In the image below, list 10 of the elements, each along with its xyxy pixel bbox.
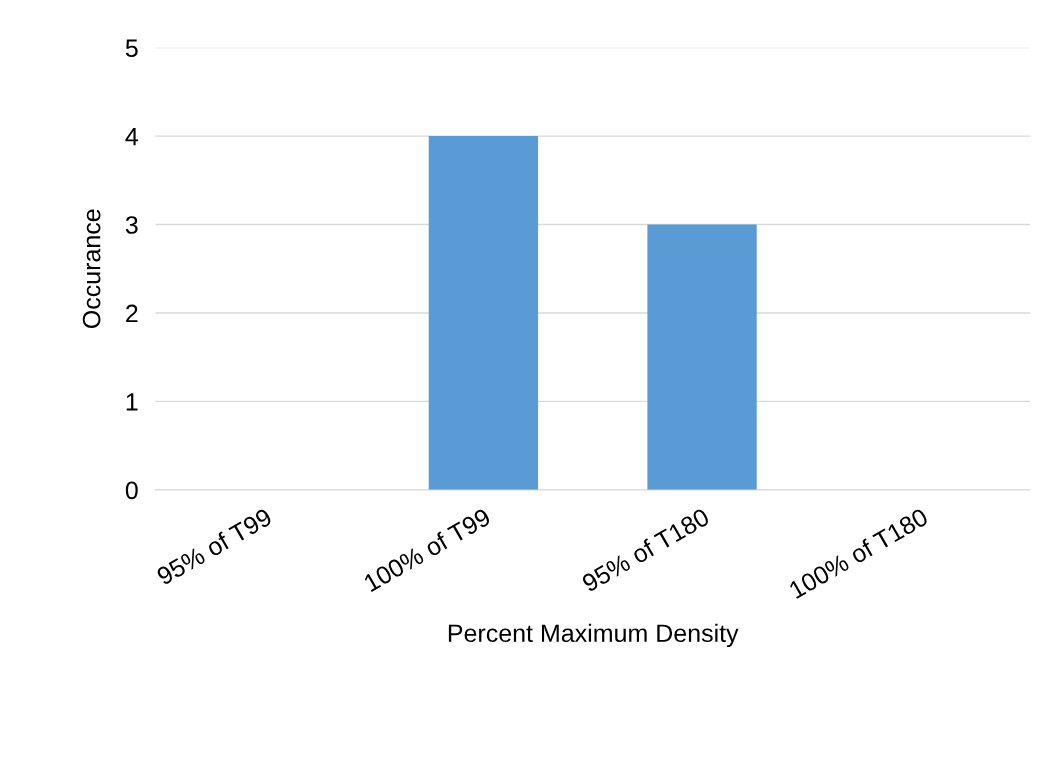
x-axis-title: Percent Maximum Density <box>448 623 739 648</box>
y-tick-label: 1 <box>126 393 138 411</box>
y-tick-label: 2 <box>126 304 138 323</box>
x-tick-label: 95% of T99 <box>155 507 273 586</box>
y-tick-label: 4 <box>125 127 138 146</box>
y-axis-title: Occurance <box>82 209 101 329</box>
y-tick-label: 3 <box>125 216 138 234</box>
x-tick-label: 95% of T180 <box>580 507 711 593</box>
y-tick-label: 5 <box>125 39 138 57</box>
y-tick-label: 0 <box>125 481 138 500</box>
